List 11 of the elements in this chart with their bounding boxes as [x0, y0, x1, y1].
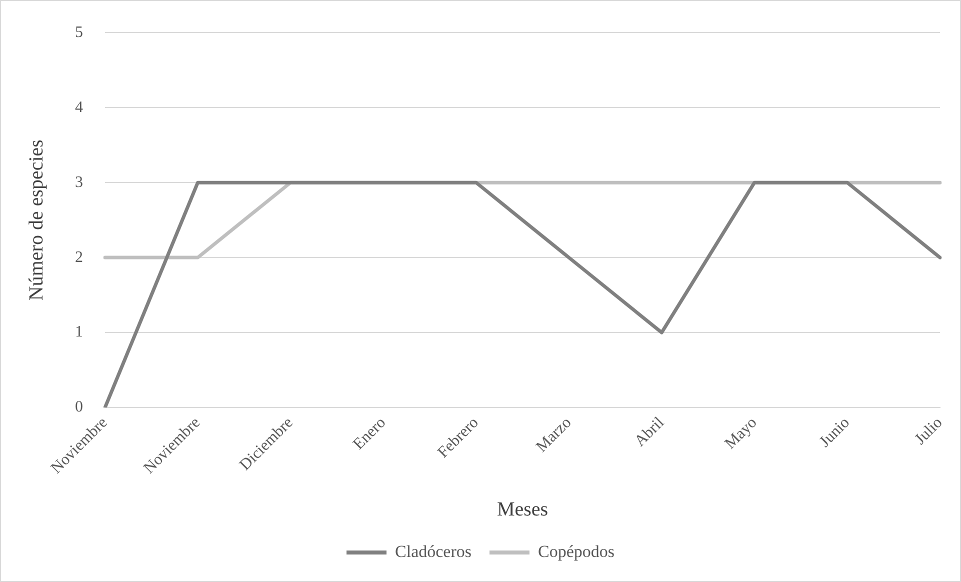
y-tick-label: 5 [75, 24, 83, 41]
legend-label: Cladóceros [395, 542, 472, 561]
y-tick-label: 3 [75, 174, 83, 191]
y-axis-title: Número de especies [25, 139, 48, 301]
x-tick-label: Julio [912, 414, 946, 448]
x-axis-title: Meses [496, 498, 548, 520]
y-tick-label: 1 [75, 324, 83, 341]
y-tick-label: 4 [75, 98, 83, 116]
y-tick-label: 2 [75, 248, 83, 266]
y-tick-label: 0 [75, 398, 83, 416]
legend-label: Copépodos [538, 542, 614, 561]
